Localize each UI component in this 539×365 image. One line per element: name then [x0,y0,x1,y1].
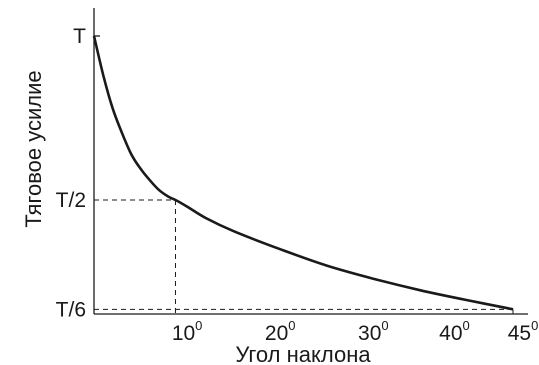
y-tick-label-1: T/2 [56,189,86,212]
y-axis-label: Тяговое усилие [21,70,46,227]
x-tick-label-4: 450 [508,318,539,345]
x-tick-label-0: 100 [172,318,203,345]
y-tick-labels: T T/2 T/6 [56,25,100,321]
x-tick-label-2: 300 [358,318,389,345]
series-line [92,35,514,311]
x-tick-label-3: 400 [439,318,470,345]
x-tick-labels: 100 200 300 400 450 [172,318,538,345]
x-axis-label: Угол наклона [235,342,371,365]
guide-lines [94,199,514,314]
x-tick-label-1: 200 [265,318,296,345]
y-tick-label-0: T [73,25,86,48]
y-tick-label-2: T/6 [56,298,86,321]
axes [93,8,528,315]
